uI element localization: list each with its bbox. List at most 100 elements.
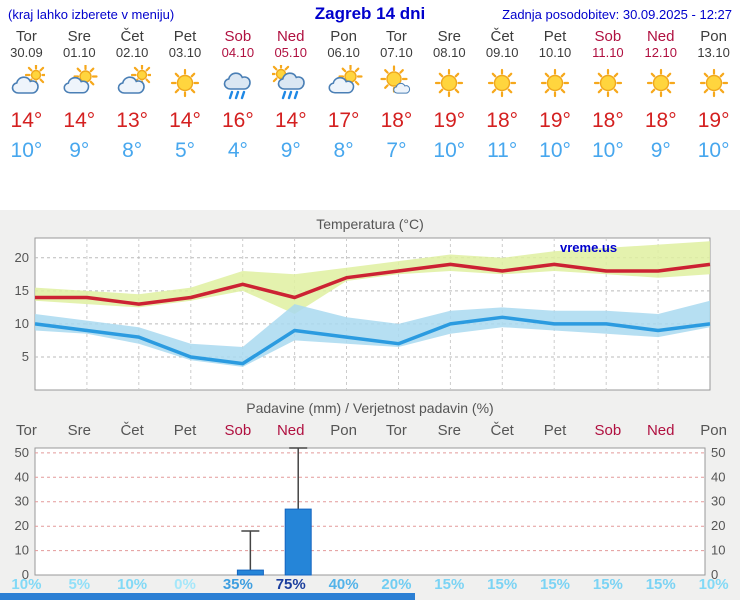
precip-probability: 40% [328, 576, 359, 593]
cloudy-weather-icon [0, 60, 53, 106]
mostly-sunny-weather-icon [370, 60, 423, 106]
day-date: 06.10 [327, 45, 360, 60]
precip-day-label: Pet [173, 422, 197, 439]
precip-probability: 15% [540, 576, 571, 593]
day-column[interactable]: Tor 07.10 18° 7° [370, 28, 423, 166]
day-date: 10.10 [538, 45, 572, 60]
svg-text:5: 5 [22, 349, 29, 364]
day-name: Ned [276, 28, 305, 45]
temp-high: 16° [221, 109, 254, 132]
last-update-text: Zadnja posodobitev: 30.09.2025 - 12:27 [502, 7, 732, 22]
sunny-weather-icon [634, 60, 687, 106]
svg-text:20: 20 [15, 250, 29, 265]
precip-day-label: Čet [490, 422, 514, 439]
svg-text:20: 20 [711, 518, 725, 533]
temp-high: 14° [274, 109, 307, 132]
temp-high: 14° [10, 109, 43, 132]
forecast-day-strip: Tor 30.09 14° 10° Sre 01.10 14° 9° Čet 02.10 13° 8°… [0, 28, 740, 166]
day-column[interactable]: Sob 04.10 16° 4° [211, 28, 264, 166]
day-date: 07.10 [380, 45, 413, 60]
day-column[interactable]: Ned 05.10 14° 9° [264, 28, 317, 166]
temp-high: 18° [486, 109, 519, 132]
temp-high: 19° [433, 109, 466, 132]
svg-text:50: 50 [711, 445, 725, 460]
precip-probability: 10% [117, 576, 148, 593]
day-column[interactable]: Čet 09.10 18° 11° [476, 28, 529, 166]
day-date: 04.10 [221, 45, 255, 60]
precipitation-probability-row: 10% 5% 10% 0% 35% 75% 40% 20% 15% 15% 15% 15% 15% 10% [0, 576, 740, 593]
precip-probability: 0% [174, 576, 196, 593]
day-name: Tor [386, 28, 407, 45]
day-name: Čet [120, 28, 144, 45]
temp-low: 8° [333, 139, 354, 162]
precipitation-chart: 0 0 10 10 20 20 30 30 40 40 50 50 [15, 445, 726, 582]
day-column[interactable]: Pon 13.10 19° 10° [687, 28, 740, 166]
day-name: Tor [16, 28, 37, 45]
precip-day-label: Sre [67, 422, 91, 439]
temp-low: 10° [433, 139, 466, 162]
temp-low: 8° [122, 139, 143, 162]
day-date: 01.10 [63, 45, 96, 60]
temp-low: 9° [69, 139, 90, 162]
temp-low: 7° [386, 139, 407, 162]
rain-sun-weather-icon [264, 60, 317, 106]
partly-weather-icon [53, 60, 106, 106]
precip-day-label: Ned [276, 422, 305, 439]
precip-probability: 5% [68, 576, 91, 593]
svg-text:30: 30 [711, 494, 725, 509]
day-date: 12.10 [644, 45, 678, 60]
day-name: Sre [437, 28, 461, 45]
day-column[interactable]: Pet 03.10 14° 5° [159, 28, 212, 166]
day-name: Sob [224, 28, 252, 45]
temp-high: 18° [592, 109, 624, 132]
svg-text:40: 40 [711, 469, 725, 484]
precip-probability: 15% [487, 576, 518, 593]
svg-text:30: 30 [15, 494, 29, 509]
day-name: Pon [330, 28, 357, 45]
precip-probability: 15% [645, 576, 676, 593]
precip-probability: 10% [698, 576, 729, 593]
day-column[interactable]: Ned 12.10 18° 9° [634, 28, 687, 166]
day-name: Pon [700, 28, 727, 45]
page-title: Zagreb 14 dni [314, 4, 426, 23]
precip-probability: 15% [592, 576, 623, 593]
svg-text:10: 10 [15, 543, 29, 558]
day-column[interactable]: Sob 11.10 18° 10° [581, 28, 634, 166]
day-date: 30.09 [10, 45, 43, 60]
partly-weather-icon [317, 60, 370, 106]
temp-high: 18° [380, 109, 413, 132]
svg-text:0: 0 [711, 567, 718, 582]
day-column[interactable]: Čet 02.10 13° 8° [106, 28, 159, 166]
day-column[interactable]: Sre 08.10 19° 10° [423, 28, 476, 166]
day-date: 05.10 [274, 45, 307, 60]
sunny-weather-icon [529, 60, 582, 106]
day-column[interactable]: Pet 10.10 19° 10° [529, 28, 582, 166]
temp-high: 17° [327, 109, 360, 132]
day-date: 13.10 [697, 45, 730, 60]
day-date: 09.10 [485, 45, 519, 60]
precip-day-label: Tor [386, 422, 407, 439]
precip-probability: 15% [434, 576, 465, 593]
day-column[interactable]: Sre 01.10 14° 9° [53, 28, 106, 166]
precip-probability: 35% [222, 576, 253, 593]
day-name: Pet [173, 28, 197, 45]
svg-text:10: 10 [15, 316, 29, 331]
sunny-weather-icon [581, 60, 634, 106]
precip-day-label: Sre [437, 422, 461, 439]
temp-low: 10° [592, 139, 624, 162]
precip-day-label: Čet [120, 422, 144, 439]
svg-text:10: 10 [711, 543, 725, 558]
day-column[interactable]: Pon 06.10 17° 8° [317, 28, 370, 166]
svg-text:vreme.us: vreme.us [560, 240, 617, 255]
temp-low: 10° [697, 139, 730, 162]
temp-high: 19° [697, 109, 730, 132]
sunny-weather-icon [423, 60, 476, 106]
precipitation-chart-title: Padavine (mm) / Verjetnost padavin (%) [246, 400, 494, 416]
day-column[interactable]: Tor 30.09 14° 10° [0, 28, 53, 166]
sunny-weather-icon [159, 60, 212, 106]
temp-high: 13° [116, 109, 149, 132]
precip-day-label: Tor [16, 422, 37, 439]
precip-probability: 75% [275, 576, 306, 593]
temp-high: 14° [169, 109, 201, 132]
